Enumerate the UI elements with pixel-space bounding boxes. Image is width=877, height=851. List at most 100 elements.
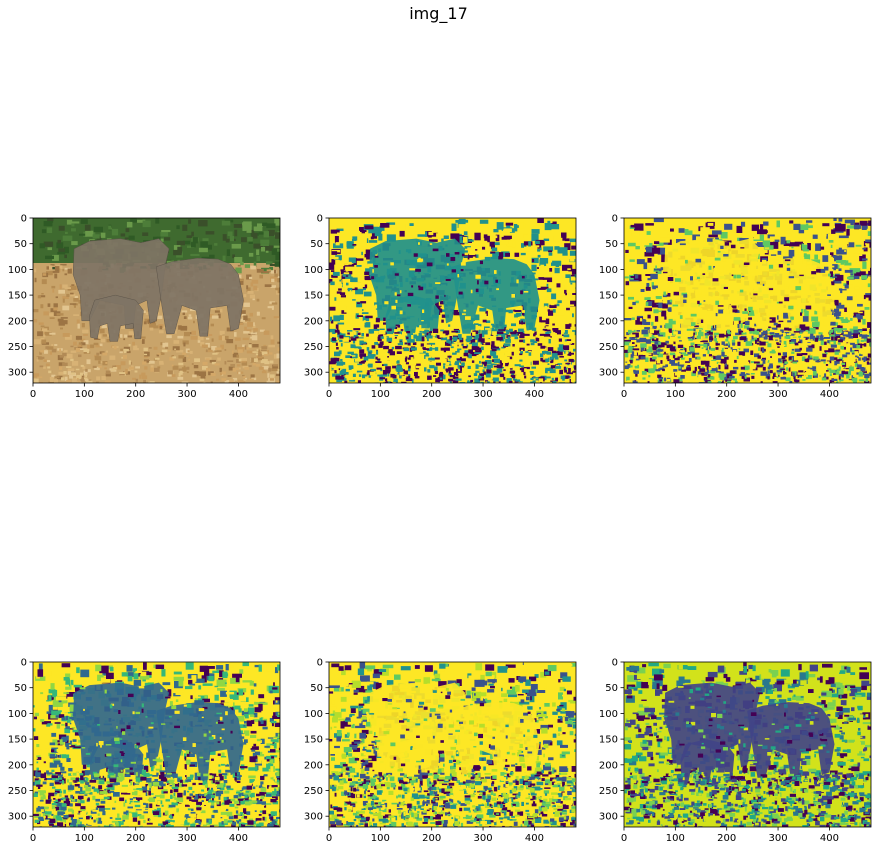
- elephant-silhouette-3: [89, 294, 144, 342]
- y-tick-label: 200: [304, 316, 323, 327]
- y-tick-label: 0: [317, 658, 323, 669]
- y-tick-label: 50: [310, 239, 323, 250]
- axes-frame: [623, 217, 872, 384]
- y-tick-label: 50: [605, 683, 618, 694]
- y-tick-label: 150: [8, 291, 27, 302]
- x-tick-label: 100: [666, 389, 685, 400]
- x-tick-label: 0: [30, 833, 36, 844]
- y-tick-label: 300: [304, 368, 323, 379]
- y-tick-label: 150: [8, 735, 27, 746]
- x-tick-label: 400: [229, 389, 248, 400]
- y-tick-label: 150: [304, 291, 323, 302]
- elephant-silhouette-3: [385, 739, 440, 786]
- elephant-silhouette-3: [89, 739, 144, 786]
- x-tick-label: 300: [474, 833, 493, 844]
- x-tick-label: 400: [229, 833, 248, 844]
- elephant-silhouette-1: [664, 682, 761, 773]
- y-tick-label: 200: [304, 760, 323, 771]
- y-tick-label: 0: [21, 658, 27, 669]
- panel-cluster-5: 0 100 200 300 400 0 50 100 150 200 250 300: [599, 658, 872, 844]
- x-tick-label: 100: [75, 833, 94, 844]
- y-tick-label: 50: [14, 239, 27, 250]
- y-tick-label: 250: [304, 342, 323, 353]
- elephant-silhouette-1: [369, 238, 466, 329]
- y-tick-label: 200: [8, 316, 27, 327]
- x-tick-label: 400: [820, 833, 839, 844]
- x-tick-label: 0: [621, 389, 627, 400]
- x-tick-label: 400: [820, 389, 839, 400]
- panel-image-cluster-5: 0 100 200 300 400 0 50 100 150 200 250 300: [599, 658, 872, 844]
- x-tick-label: 300: [178, 389, 197, 400]
- panel-original: 0 100 200 300 400 0 50 100 150 200 250 300: [8, 214, 281, 400]
- panel-cluster-1: 0 100 200 300 400 0 50 100 150 200 250 300: [304, 214, 577, 400]
- y-tick-label: 300: [8, 368, 27, 379]
- axes-frame: [32, 661, 281, 828]
- panel-cluster-3: 0 100 200 300 400 0 50 100 150 200 250 300: [8, 658, 281, 844]
- y-tick-label: 150: [304, 735, 323, 746]
- x-tick-label: 0: [621, 833, 627, 844]
- axes-frame: [328, 217, 577, 384]
- x-tick-label: 100: [371, 833, 390, 844]
- x-tick-label: 200: [126, 833, 145, 844]
- y-tick-label: 250: [8, 342, 27, 353]
- panel-cluster-4: 0 100 200 300 400 0 50 100 150 200 250 300: [304, 658, 577, 844]
- panel-cluster-2: 0 100 200 300 400 0 50 100 150 200 250 300: [599, 214, 872, 400]
- y-tick-label: 300: [8, 812, 27, 823]
- figure-title: img_17: [409, 4, 468, 23]
- panel-image-cluster-3: 0 100 200 300 400 0 50 100 150 200 250 300: [8, 658, 281, 844]
- elephant-silhouette-2: [747, 258, 835, 337]
- x-tick-label: 300: [769, 389, 788, 400]
- y-tick-label: 100: [304, 265, 323, 276]
- y-tick-label: 200: [8, 760, 27, 771]
- y-tick-label: 0: [612, 658, 618, 669]
- y-tick-label: 50: [14, 683, 27, 694]
- x-tick-label: 100: [75, 389, 94, 400]
- y-tick-label: 250: [304, 786, 323, 797]
- y-tick-label: 300: [304, 812, 323, 823]
- y-tick-label: 0: [612, 214, 618, 225]
- y-tick-label: 150: [599, 291, 618, 302]
- y-tick-label: 250: [8, 786, 27, 797]
- x-tick-label: 0: [326, 389, 332, 400]
- x-tick-label: 100: [666, 833, 685, 844]
- elephant-silhouette-2: [155, 257, 244, 337]
- x-tick-label: 200: [422, 389, 441, 400]
- x-tick-label: 200: [717, 389, 736, 400]
- elephant-silhouette-3: [385, 295, 440, 342]
- x-tick-label: 400: [525, 389, 544, 400]
- x-tick-label: 200: [126, 389, 145, 400]
- y-tick-label: 100: [304, 709, 323, 720]
- x-tick-label: 200: [422, 833, 441, 844]
- y-tick-label: 0: [317, 214, 323, 225]
- axes-frame: [328, 661, 577, 828]
- elephant-silhouette-1: [664, 238, 761, 329]
- x-tick-label: 300: [474, 389, 493, 400]
- y-tick-label: 50: [310, 683, 323, 694]
- panel-image-cluster-1: 0 100 200 300 400 0 50 100 150 200 250 300: [304, 214, 577, 400]
- y-tick-label: 250: [599, 342, 618, 353]
- y-tick-label: 100: [8, 265, 27, 276]
- elephant-silhouette-2: [156, 702, 244, 781]
- x-tick-label: 0: [326, 833, 332, 844]
- y-tick-label: 100: [599, 265, 618, 276]
- y-tick-label: 250: [599, 786, 618, 797]
- axes-frame: [32, 217, 281, 384]
- elephant-silhouette-2: [452, 702, 540, 781]
- x-tick-label: 400: [525, 833, 544, 844]
- y-tick-label: 200: [599, 760, 618, 771]
- panel-image-original: 0 100 200 300 400 0 50 100 150 200 250 300: [8, 214, 281, 400]
- y-tick-label: 50: [605, 239, 618, 250]
- y-tick-label: 300: [599, 368, 618, 379]
- x-tick-label: 100: [371, 389, 390, 400]
- y-tick-label: 300: [599, 812, 618, 823]
- panel-image-cluster-4: 0 100 200 300 400 0 50 100 150 200 250 300: [304, 658, 577, 844]
- y-tick-label: 100: [8, 709, 27, 720]
- x-tick-label: 300: [178, 833, 197, 844]
- x-tick-label: 300: [769, 833, 788, 844]
- panel-image-cluster-2: 0 100 200 300 400 0 50 100 150 200 250 300: [599, 214, 872, 400]
- elephant-silhouette-1: [73, 682, 170, 773]
- x-tick-label: 0: [30, 389, 36, 400]
- elephant-silhouette-2: [452, 258, 540, 337]
- y-tick-label: 200: [599, 316, 618, 327]
- y-tick-label: 150: [599, 735, 618, 746]
